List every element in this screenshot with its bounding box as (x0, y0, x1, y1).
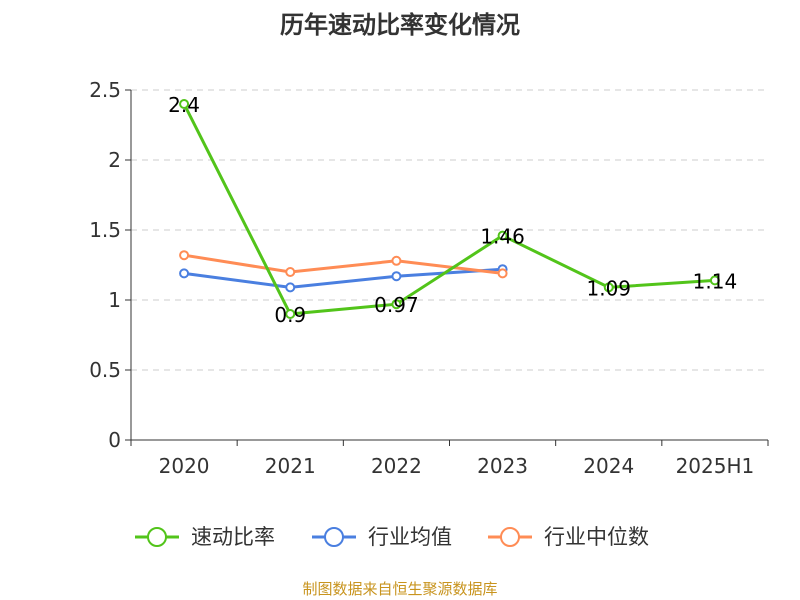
legend-label: 速动比率 (191, 525, 275, 549)
x-tick-label: 2020 (159, 454, 210, 478)
x-tick-label: 2023 (477, 454, 528, 478)
data-label: 1.09 (586, 276, 631, 300)
data-point (179, 99, 190, 109)
series-line (182, 103, 716, 316)
y-tick-label: 0.5 (89, 358, 121, 382)
data-label: 1.46 (480, 225, 525, 249)
data-point (285, 309, 296, 319)
footer-source: 制图数据来自恒生聚源数据库 (302, 580, 497, 598)
data-point (709, 275, 720, 286)
y-tick-label: 2 (108, 148, 121, 172)
data-point (391, 299, 402, 310)
legend-marker (500, 527, 520, 547)
x-tick-label: 2024 (583, 454, 634, 478)
series-line (183, 253, 503, 275)
data-label: 1.14 (693, 269, 738, 293)
data-point (391, 255, 402, 266)
data-point (497, 230, 508, 241)
data-point (285, 282, 296, 293)
data-point (179, 268, 190, 279)
data-label: 2.4 (168, 93, 200, 117)
y-tick-label: 2.5 (89, 78, 121, 102)
x-tick-label: 2025H1 (676, 454, 755, 478)
y-tick-label: 1 (108, 288, 121, 312)
x-tick-label: 2021 (265, 454, 316, 478)
data-label: 0.9 (274, 303, 306, 327)
series-line (183, 267, 503, 289)
legend-marker (324, 527, 344, 547)
data-point (285, 267, 296, 277)
data-point (603, 282, 614, 293)
data-point (497, 268, 508, 279)
data-point (179, 250, 190, 261)
legend-label: 行业中位数 (544, 525, 649, 549)
chart-title: 历年速动比率变化情况 (280, 11, 520, 39)
data-point (391, 271, 402, 282)
x-tick-label: 2022 (371, 454, 422, 478)
legend-marker (147, 527, 167, 547)
y-tick-label: 0 (108, 428, 121, 452)
data-label: 0.97 (374, 293, 419, 317)
y-tick-label: 1.5 (89, 218, 121, 242)
legend-label: 行业均值 (368, 525, 452, 549)
